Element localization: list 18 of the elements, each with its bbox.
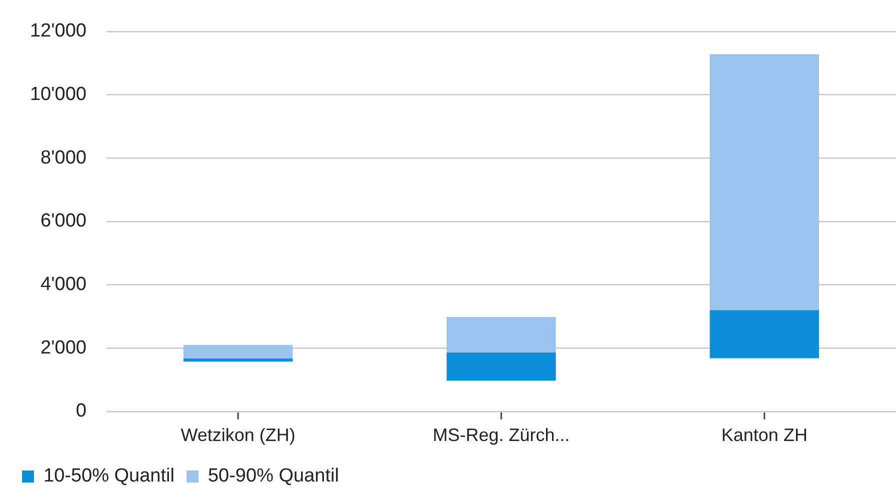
x-tick-label: Kanton ZH (721, 425, 808, 446)
y-tick-label: 10'000 (30, 84, 86, 105)
x-tick-label: MS-Reg. Zürch... (432, 425, 570, 446)
bar (183, 344, 293, 359)
legend-label: 10-50% Quantil (44, 466, 174, 487)
y-tick-label: 8'000 (40, 147, 86, 168)
bar (710, 54, 820, 310)
y-tick-label: 6'000 (40, 210, 86, 232)
x-tick-label: Wetzikon (ZH) (180, 425, 296, 446)
bar (710, 310, 820, 358)
y-tick-label: 4'000 (40, 274, 86, 295)
bar (183, 358, 293, 362)
bar (446, 352, 556, 381)
y-tick-label: 2'000 (40, 337, 86, 358)
bar (446, 317, 556, 352)
legend-label: 50-90% Quantil (208, 466, 339, 487)
y-tick-label: 12'000 (30, 20, 86, 42)
y-tick-label: 0 (76, 400, 86, 422)
